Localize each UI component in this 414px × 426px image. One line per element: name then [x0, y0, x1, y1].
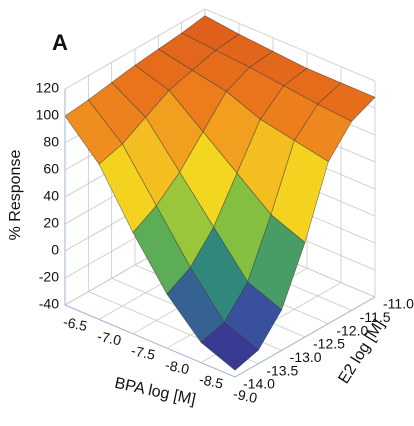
y-tick-label: -13.0: [290, 349, 322, 365]
x-axis-title: BPA log [M]: [113, 375, 197, 409]
z-axis-title: % Response: [7, 150, 24, 241]
y-tick-label: -11.0: [383, 296, 414, 312]
z-tick-label: 20: [43, 215, 59, 231]
z-tick-label: 40: [43, 188, 59, 204]
z-tick-label: -20: [39, 269, 59, 285]
x-tick-label: -9.0: [232, 385, 259, 406]
z-tick-label: -40: [39, 296, 59, 312]
x-tick-label: -7.5: [130, 342, 157, 363]
y-tick-label: -13.5: [266, 362, 298, 378]
y-tick-label: -12.0: [336, 322, 368, 338]
x-tick-label: -7.0: [96, 328, 123, 349]
panel-label: A: [52, 30, 68, 55]
z-tick-label: 60: [43, 161, 59, 177]
x-tick-label: -6.5: [62, 313, 89, 334]
z-tick-label: 80: [43, 134, 59, 150]
box-edge: [64, 89, 376, 378]
y-tick-label: -12.5: [313, 336, 345, 352]
wall-grid-line: [204, 8, 376, 82]
y-tick-label: -14.0: [243, 376, 275, 392]
y-tick-label: -11.5: [360, 309, 391, 325]
x-tick-label: -8.0: [164, 357, 191, 378]
surface-cell: [200, 321, 259, 371]
z-tick-label: 120: [36, 80, 60, 96]
z-tick-label: 100: [36, 107, 60, 123]
x-tick-label: -8.5: [198, 371, 225, 392]
z-tick-label: 0: [51, 242, 59, 258]
